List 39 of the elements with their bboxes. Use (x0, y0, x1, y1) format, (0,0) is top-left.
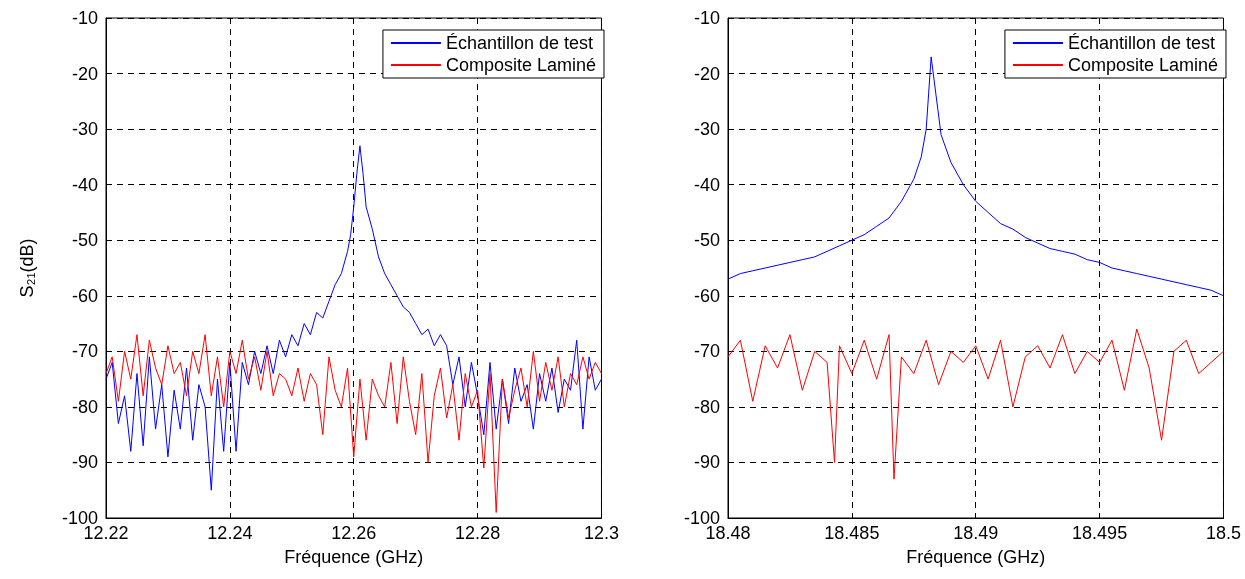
legend-label: Composite Laminé (1067, 55, 1218, 75)
y-tick-label: -50 (693, 230, 720, 251)
y-tick-label: -40 (71, 174, 98, 195)
x-axis-title: Fréquence (GHz) (284, 547, 424, 567)
y-tick-label: -50 (71, 230, 98, 251)
y-tick-label: -10 (693, 8, 720, 28)
y-tick-label: -90 (693, 452, 720, 473)
legend-label: Échantillon de test (1067, 33, 1216, 53)
y-tick-label: -10 (71, 8, 98, 28)
line-series (105, 334, 602, 513)
y-tick-label: -80 (693, 396, 720, 417)
y-tick-label: -60 (71, 285, 98, 306)
y-tick-label: -20 (693, 63, 720, 84)
line-series (727, 328, 1224, 480)
y-axis-title: S₂₁(dB) (17, 238, 37, 298)
y-tick-label: -20 (71, 63, 98, 84)
y-tick-label: -70 (693, 341, 720, 362)
x-tick-label: 18.5 (1205, 523, 1242, 543)
x-tick-label: 18.495 (1072, 523, 1128, 543)
x-tick-label: 12.3 (583, 523, 620, 543)
y-tick-label: -80 (71, 396, 98, 417)
x-tick-label: 18.49 (953, 523, 999, 543)
line-series (105, 145, 602, 491)
x-tick-label: 12.24 (207, 523, 253, 543)
x-axis-title: Fréquence (GHz) (906, 547, 1046, 567)
x-tick-label: 18.48 (705, 523, 751, 543)
x-tick-label: 12.26 (331, 523, 377, 543)
x-tick-label: 12.28 (455, 523, 501, 543)
y-tick-label: -40 (693, 174, 720, 195)
line-series (727, 56, 1224, 297)
y-tick-label: -90 (71, 452, 98, 473)
x-tick-label: 12.22 (83, 523, 129, 543)
y-tick-label: -30 (71, 119, 98, 140)
legend-label: Composite Laminé (445, 55, 596, 75)
y-tick-label: -70 (71, 341, 98, 362)
y-tick-label: -60 (693, 285, 720, 306)
y-tick-label: -30 (693, 119, 720, 140)
legend-label: Échantillon de test (445, 33, 594, 53)
x-tick-label: 18.485 (824, 523, 880, 543)
